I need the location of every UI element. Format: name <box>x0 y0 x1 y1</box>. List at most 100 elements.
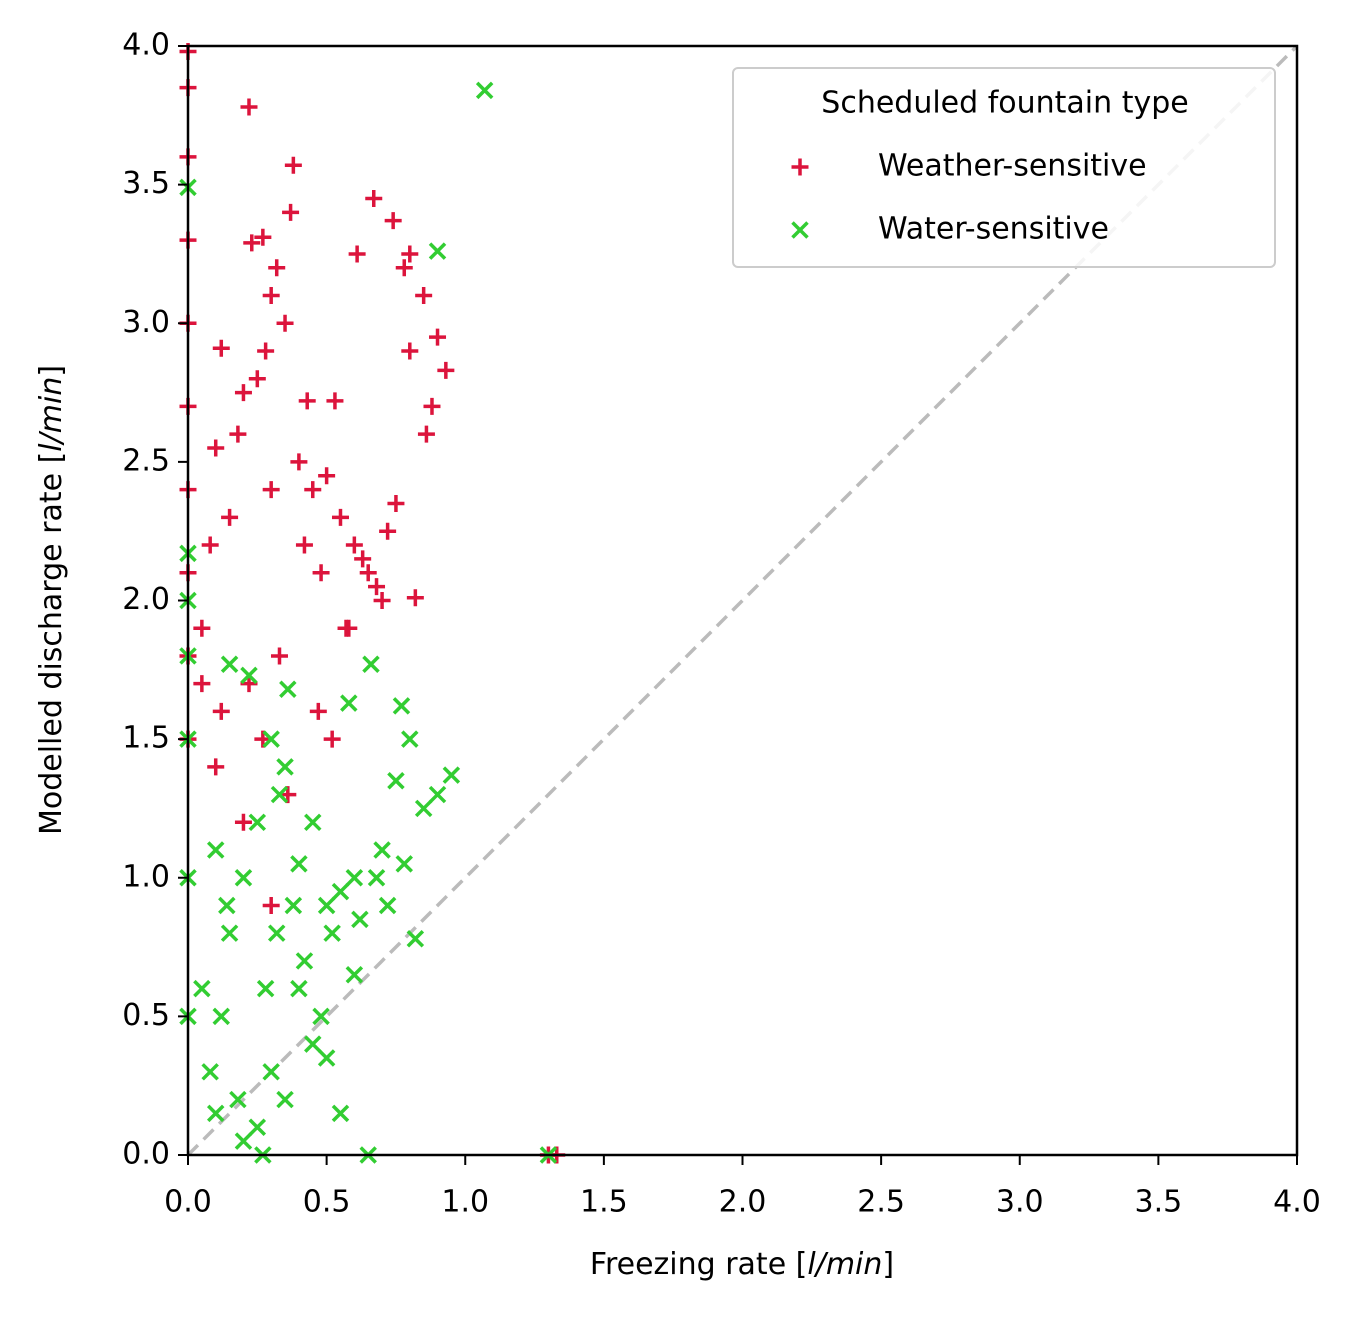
point <box>220 924 239 942</box>
point <box>428 242 447 260</box>
point <box>248 813 267 832</box>
y-tick-label: 1.0 <box>122 859 170 894</box>
point <box>415 287 433 305</box>
point <box>256 979 275 998</box>
point <box>417 425 435 443</box>
y-tick-label: 1.5 <box>122 721 170 756</box>
point <box>437 361 455 379</box>
point <box>317 1049 336 1067</box>
point <box>220 655 239 674</box>
point <box>254 228 272 246</box>
x-label-unit: l/min <box>807 1247 882 1282</box>
point <box>206 1104 225 1123</box>
x-tick-label: 2.0 <box>719 1185 767 1220</box>
x-tick-label: 0.0 <box>164 1185 212 1220</box>
point <box>429 328 447 346</box>
x-tick-label: 1.5 <box>580 1185 628 1220</box>
point <box>276 314 294 332</box>
point <box>207 439 225 457</box>
point <box>331 882 350 901</box>
point <box>317 896 336 915</box>
point <box>212 1007 231 1026</box>
point <box>392 697 411 715</box>
point <box>276 1090 294 1109</box>
point <box>323 924 341 942</box>
point <box>304 813 322 832</box>
point <box>279 680 297 698</box>
point <box>323 730 341 748</box>
point <box>428 785 447 804</box>
y-label-text: ] <box>34 365 69 377</box>
point <box>387 771 405 790</box>
point <box>401 342 419 360</box>
point <box>248 1118 267 1137</box>
point <box>284 896 303 915</box>
point <box>212 702 230 720</box>
legend-box <box>732 67 1276 268</box>
point <box>193 979 211 998</box>
point <box>373 592 391 609</box>
point <box>298 392 316 410</box>
point <box>378 896 397 915</box>
x-axis-label: Freezing rate [l/min] <box>590 1247 894 1282</box>
point <box>345 536 363 554</box>
y-tick-label: 0.5 <box>122 998 170 1033</box>
point <box>267 924 286 942</box>
point <box>331 508 349 526</box>
point <box>234 869 253 887</box>
point <box>345 966 364 984</box>
y-label-unit: l/min <box>34 377 69 452</box>
point <box>475 81 494 100</box>
point <box>373 841 391 859</box>
point <box>387 494 405 512</box>
point <box>365 189 383 207</box>
point <box>201 536 219 554</box>
point <box>234 1132 253 1150</box>
point <box>384 212 402 230</box>
point <box>326 392 344 410</box>
legend: Scheduled fountain type Weather-sensitive… <box>732 67 1276 268</box>
point <box>254 730 272 748</box>
y-axis-label: Modelled discharge rate [l/min] <box>34 365 69 835</box>
point <box>262 287 280 305</box>
point <box>395 855 413 873</box>
point <box>206 841 225 859</box>
x-label-text: Freezing rate [ <box>590 1247 808 1282</box>
point <box>290 979 308 998</box>
point <box>304 1035 322 1053</box>
point <box>312 1007 330 1026</box>
point <box>207 758 225 776</box>
x-tick-label: 3.0 <box>996 1185 1044 1220</box>
point <box>193 675 211 693</box>
point <box>304 481 322 499</box>
point <box>234 813 252 831</box>
point <box>276 758 294 776</box>
point <box>354 550 372 568</box>
point <box>309 702 327 720</box>
point <box>248 370 266 388</box>
point <box>290 855 308 873</box>
point <box>212 339 230 357</box>
y-tick-label: 2.5 <box>122 443 170 478</box>
point <box>401 245 419 263</box>
point <box>229 425 247 443</box>
point <box>262 730 280 748</box>
x-tick-label: 1.0 <box>441 1185 489 1220</box>
legend-title: Scheduled fountain type <box>821 86 1188 121</box>
point <box>284 156 302 174</box>
point <box>395 259 413 277</box>
point <box>270 785 289 804</box>
point <box>201 1063 219 1081</box>
point <box>282 203 300 221</box>
point <box>348 245 366 263</box>
y-tick-label: 2.0 <box>122 582 170 617</box>
point <box>318 467 336 485</box>
y-label-text: Modelled discharge rate [ <box>34 452 69 835</box>
point <box>221 508 239 526</box>
point <box>312 564 330 582</box>
point <box>262 1063 280 1081</box>
legend-label: Water-sensitive <box>878 212 1109 247</box>
point <box>290 453 308 471</box>
